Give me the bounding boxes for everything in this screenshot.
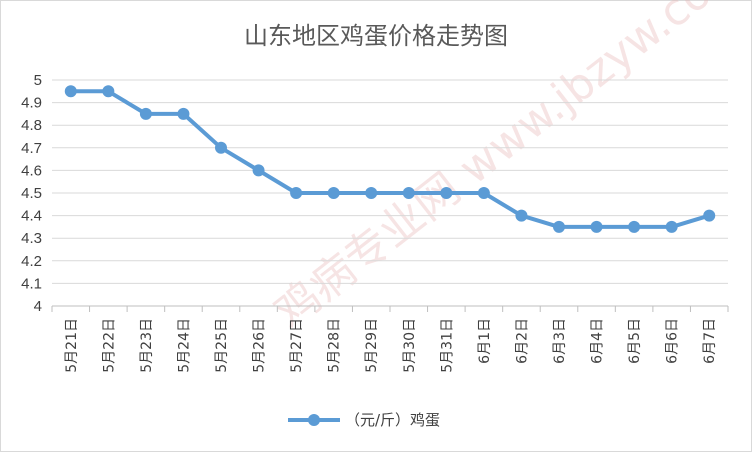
x-tick-label: 5月24日 (176, 318, 192, 373)
data-point[interactable] (440, 187, 453, 199)
y-tick-label: 4 (34, 298, 42, 315)
data-point[interactable] (628, 220, 641, 233)
y-tick-label: 4.7 (21, 140, 42, 157)
y-tick-label: 4.8 (21, 117, 42, 134)
data-point[interactable] (553, 220, 565, 233)
y-tick-label: 4.3 (21, 230, 42, 247)
x-tick-label: 5月30日 (402, 318, 418, 373)
data-point[interactable] (477, 187, 490, 199)
y-tick-label: 4.9 (21, 95, 42, 112)
watermark-text: 鸡病专业网 www.jbzyw.com (265, 0, 752, 339)
data-point[interactable] (177, 107, 190, 120)
y-tick-label: 4.5 (21, 185, 42, 202)
y-tick-label: 4.6 (21, 162, 42, 179)
series-line (70, 89, 710, 229)
data-point[interactable] (590, 220, 603, 233)
chart-title: 山东地区鸡蛋价格走势图 (244, 22, 508, 50)
x-axis-ticks: 5月21日 5月22日 5月23日 5月24日 5月25日 5月26日 5月27日 5月28日… (51, 306, 729, 373)
data-point[interactable] (102, 85, 115, 98)
x-tick-label: 5月26日 (252, 318, 268, 373)
x-tick-label: 5月25日 (214, 318, 230, 373)
watermark: 鸡病专业网 www.jbzyw.com (265, 0, 752, 339)
x-tick-label: 5月31日 (439, 318, 455, 373)
y-tick-label: 4.4 (21, 208, 42, 225)
x-tick-label: 6月6日 (665, 318, 681, 364)
legend-label: （元/斤）鸡蛋 (345, 411, 440, 429)
x-tick-label: 6月5日 (627, 318, 643, 364)
y-axis-ticks: 4 4.1 4.2 4.3 4.4 4.5 4.6 4.7 4.8 4.9 5 (21, 72, 42, 315)
legend-swatch-marker (308, 414, 320, 426)
x-tick-label: 5月28日 (327, 318, 343, 373)
data-point[interactable] (290, 187, 303, 199)
y-tick-label: 5 (34, 72, 42, 89)
data-point[interactable] (64, 85, 77, 98)
data-point[interactable] (703, 209, 716, 222)
data-point[interactable] (252, 164, 265, 177)
x-tick-label: 5月27日 (289, 318, 305, 373)
x-tick-label: 6月4日 (590, 318, 606, 364)
data-point[interactable] (515, 209, 528, 222)
x-tick-label: 5月23日 (139, 318, 155, 373)
data-point[interactable] (327, 187, 340, 199)
data-point[interactable] (215, 141, 227, 154)
x-tick-label: 5月29日 (364, 318, 380, 373)
data-point[interactable] (139, 107, 152, 120)
x-tick-label: 6月7日 (702, 318, 718, 364)
x-tick-label: 5月22日 (101, 318, 117, 373)
y-tick-label: 4.2 (21, 253, 42, 270)
data-point[interactable] (665, 220, 678, 233)
x-tick-label: 6月2日 (514, 318, 530, 364)
y-tick-label: 4.1 (21, 275, 42, 292)
data-point[interactable] (365, 187, 378, 199)
legend[interactable]: （元/斤）鸡蛋 (288, 411, 440, 429)
x-tick-label: 6月3日 (552, 318, 568, 364)
series-layer (64, 85, 716, 233)
data-point[interactable] (402, 187, 415, 199)
x-tick-label: 5月21日 (64, 318, 80, 373)
x-tick-label: 6月1日 (477, 318, 493, 364)
